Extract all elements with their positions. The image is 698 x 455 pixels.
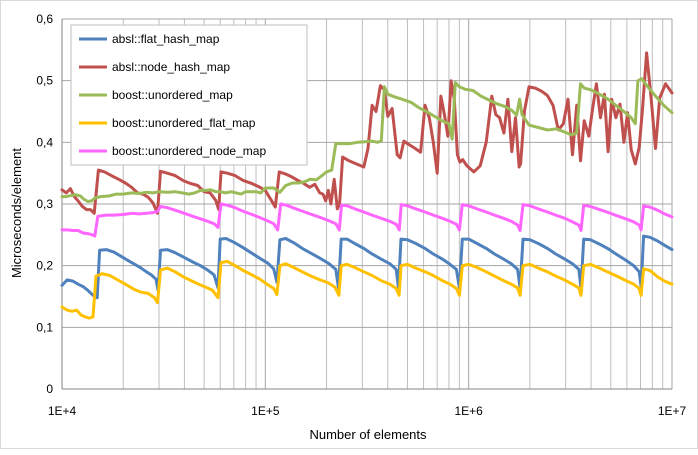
legend-label: boost::unordered_map (112, 88, 233, 102)
y-tick-label: 0,1 (36, 320, 53, 334)
legend-box (70, 24, 308, 166)
x-tick-label: 1E+4 (48, 404, 77, 418)
series-lines (60, 51, 674, 320)
axes (61, 19, 672, 390)
y-tick-label: 0 (46, 382, 53, 396)
x-axis-title: Number of elements (309, 427, 427, 442)
series-line-boost-unordered-map (60, 77, 674, 203)
series-line-absl-flat-hash-map (60, 234, 674, 300)
y-tick-label: 0,5 (36, 74, 53, 88)
y-axis-title: Microseconds/element (9, 148, 24, 278)
series-line-absl-node-hash-map (60, 51, 674, 215)
legend-label: boost::unordered_flat_map (112, 116, 256, 130)
series-line-boost-unordered-node-map (60, 202, 674, 238)
y-tick-label: 0,6 (36, 12, 53, 26)
legend: absl::flat_hash_mapabsl::node_hash_mapbo… (70, 24, 308, 166)
x-tick-label: 1E+7 (658, 404, 687, 418)
y-tick-label: 0,3 (36, 197, 53, 211)
x-tick-label: 1E+6 (454, 404, 483, 418)
tick-labels: 0 0,1 0,2 0,3 0,4 0,5 0,6 1E+4 1E+5 1E+6 1E+7 (36, 12, 686, 418)
y-tick-label: 0,4 (36, 135, 53, 149)
x-tick-label: 1E+5 (251, 404, 280, 418)
legend-label: absl::flat_hash_map (112, 32, 220, 46)
series-line-boost-unordered-flat-map (60, 259, 674, 320)
legend-label: absl::node_hash_map (112, 60, 230, 74)
legend-label: boost::unordered_node_map (112, 144, 266, 158)
y-tick-label: 0,2 (36, 259, 53, 273)
